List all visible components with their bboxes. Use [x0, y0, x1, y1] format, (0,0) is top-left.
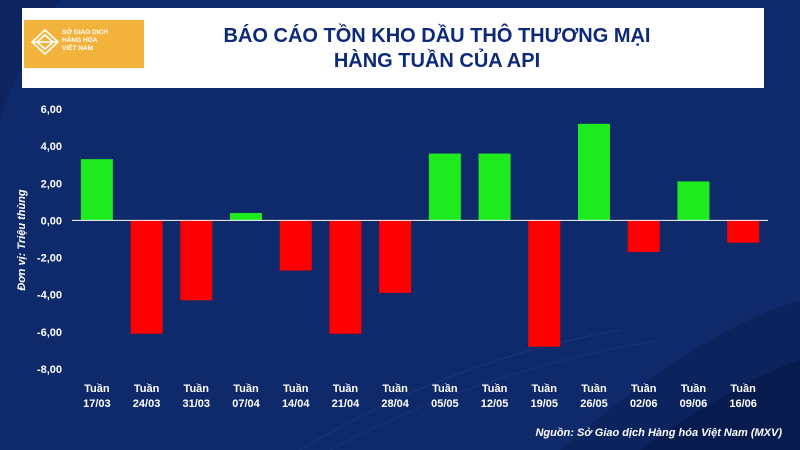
- bar: [230, 213, 262, 221]
- title-line-2: HÀNG TUẦN CỦA API: [333, 50, 541, 72]
- y-tick-label: 6,00: [41, 104, 62, 116]
- mxv-logo: SỞ GIAO DỊCH HÀNG HÓA VIỆT NAM: [24, 20, 144, 68]
- logo-diamond-icon: [30, 28, 60, 56]
- bar: [627, 220, 660, 252]
- x-tick-label: Tuần 17/03: [83, 383, 111, 410]
- x-tick-label: Tuần 26/05: [580, 383, 608, 410]
- bar: [677, 181, 710, 221]
- x-tick-label: Tuần 07/04: [232, 383, 260, 410]
- y-tick-label: -6,00: [37, 327, 62, 339]
- bar: [478, 153, 511, 221]
- title-line-1: BÁO CÁO TỒN KHO DẦU THÔ THƯƠNG MẠI: [223, 25, 651, 47]
- y-tick-label: 2,00: [41, 178, 62, 190]
- bar: [428, 153, 461, 221]
- title-banner: [22, 8, 764, 88]
- page-title: BÁO CÁO TỒN KHO DẦU THÔ THƯƠNG MẠI HÀNG …: [150, 24, 724, 74]
- source-note: Nguồn: Sở Giao dịch Hàng hóa Việt Nam (M…: [535, 427, 782, 439]
- logo-line-3: VIỆT NAM: [62, 45, 94, 52]
- bar: [329, 220, 362, 334]
- y-tick-label: -2,00: [37, 253, 62, 265]
- x-tick-label: Tuần 16/06: [729, 383, 757, 410]
- logo-line-2: HÀNG HÓA: [62, 37, 98, 44]
- x-tick-label: Tuần 28/04: [381, 383, 409, 410]
- y-tick-label: 0,00: [41, 215, 62, 227]
- x-tick-label: Tuần 21/04: [332, 383, 360, 410]
- bar: [279, 220, 312, 271]
- x-tick-label: Tuần 09/06: [680, 383, 708, 410]
- bar: [379, 220, 412, 293]
- x-tick-label: Tuần 02/06: [630, 383, 658, 410]
- logo-line-1: SỞ GIAO DỊCH: [62, 29, 108, 36]
- x-tick-label: Tuần 14/04: [282, 383, 310, 410]
- x-tick-label: Tuần 24/03: [133, 383, 161, 410]
- bar: [528, 220, 561, 347]
- logo-text: SỞ GIAO DỊCH HÀNG HÓA VIỆT NAM: [62, 29, 142, 53]
- y-tick-label: -8,00: [37, 364, 62, 376]
- bar: [180, 220, 213, 301]
- y-tick-label: 4,00: [41, 141, 62, 153]
- y-tick-label: -4,00: [37, 290, 62, 302]
- x-tick-label: Tuần 12/05: [481, 383, 509, 410]
- x-tick-label: Tuần 05/05: [431, 383, 459, 410]
- bar: [80, 159, 113, 221]
- bar: [130, 220, 163, 334]
- bar: [727, 220, 760, 243]
- x-tick-label: Tuần 19/05: [531, 383, 559, 410]
- bar: [578, 123, 610, 221]
- x-tick-label: Tuần 31/03: [183, 383, 211, 410]
